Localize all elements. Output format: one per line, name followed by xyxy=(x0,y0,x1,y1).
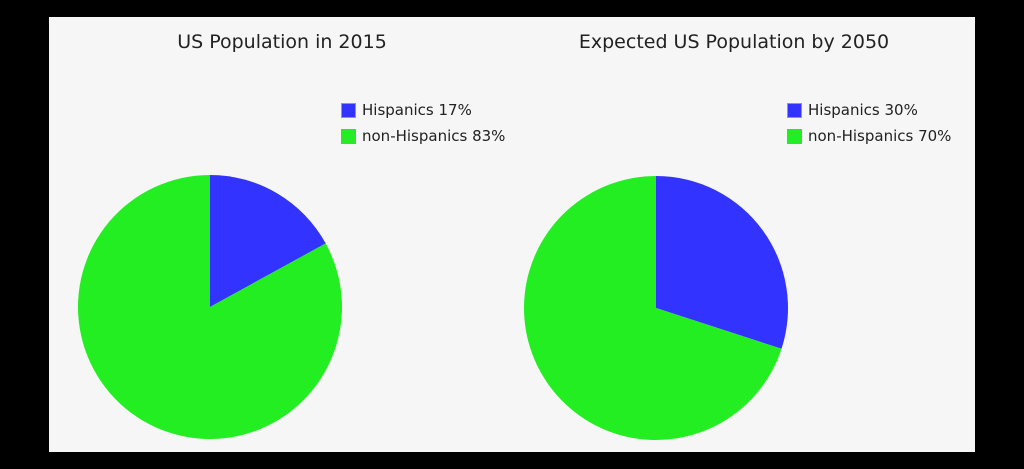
legend-label: non-Hispanics 70% xyxy=(808,127,952,145)
pie-chart-2015 xyxy=(78,175,343,440)
legend-swatch-green xyxy=(341,128,356,144)
legend-item-hispanics: Hispanics 17% xyxy=(341,97,505,123)
pie-slice-hispanics xyxy=(656,176,789,349)
legend-swatch-green xyxy=(787,128,802,144)
legend-swatch-blue xyxy=(787,102,802,118)
chart-title-2015: US Population in 2015 xyxy=(177,31,387,53)
legend-item-hispanics: Hispanics 30% xyxy=(787,97,951,123)
pie-slice-non-hispanics xyxy=(78,175,343,440)
pie-slice-hispanics xyxy=(210,175,326,307)
pie-slice-non-hispanics xyxy=(524,176,782,440)
legend-2050: Hispanics 30% non-Hispanics 70% xyxy=(787,97,951,149)
chart-panel: US Population in 2015 Expected US Popula… xyxy=(49,17,975,452)
legend-item-non-hispanics: non-Hispanics 70% xyxy=(787,123,951,149)
legend-label: non-Hispanics 83% xyxy=(362,127,506,145)
chart-title-2050: Expected US Population by 2050 xyxy=(578,31,890,53)
pie-canvas xyxy=(78,175,789,440)
legend-item-non-hispanics: non-Hispanics 83% xyxy=(341,123,505,149)
legend-2015: Hispanics 17% non-Hispanics 83% xyxy=(341,97,505,149)
legend-label: Hispanics 17% xyxy=(362,101,472,119)
legend-swatch-blue xyxy=(341,102,356,118)
pie-chart-2050 xyxy=(524,176,789,440)
legend-label: Hispanics 30% xyxy=(808,101,918,119)
